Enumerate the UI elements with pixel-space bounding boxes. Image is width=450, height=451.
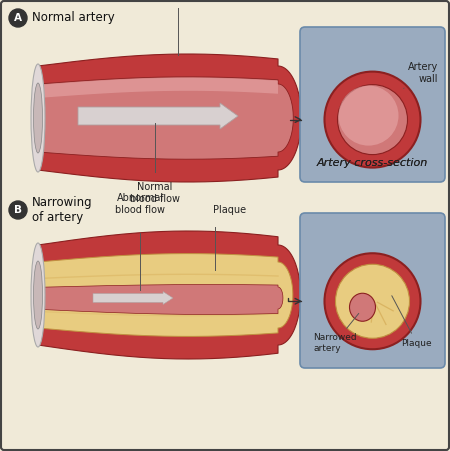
- Circle shape: [338, 85, 408, 155]
- Polygon shape: [38, 231, 301, 359]
- FancyBboxPatch shape: [300, 213, 445, 368]
- Circle shape: [336, 264, 410, 338]
- FancyArrow shape: [78, 103, 238, 129]
- Text: Plaque: Plaque: [392, 296, 432, 348]
- Polygon shape: [38, 77, 293, 159]
- Polygon shape: [38, 285, 283, 314]
- Ellipse shape: [31, 64, 45, 172]
- Circle shape: [9, 9, 27, 27]
- Text: Abnormal
blood flow: Abnormal blood flow: [115, 193, 165, 215]
- Text: B: B: [14, 205, 22, 215]
- Circle shape: [9, 201, 27, 219]
- Text: Plaque: Plaque: [213, 205, 247, 215]
- Circle shape: [324, 72, 420, 168]
- Circle shape: [338, 86, 399, 146]
- Text: Artery cross-section: Artery cross-section: [317, 158, 428, 168]
- FancyBboxPatch shape: [300, 27, 445, 182]
- Circle shape: [324, 253, 420, 349]
- Ellipse shape: [33, 83, 42, 153]
- Text: Artery
wall: Artery wall: [404, 62, 438, 88]
- Polygon shape: [38, 78, 278, 98]
- Ellipse shape: [350, 293, 375, 321]
- Text: Artery cross-section: Artery cross-section: [317, 158, 428, 168]
- Ellipse shape: [33, 261, 42, 329]
- Polygon shape: [38, 54, 302, 182]
- Text: A: A: [14, 13, 22, 23]
- Text: Narrowed
artery: Narrowed artery: [313, 313, 359, 353]
- Text: Narrowing
of artery: Narrowing of artery: [32, 196, 93, 224]
- Text: Normal
blood flow: Normal blood flow: [130, 182, 180, 203]
- FancyArrow shape: [93, 291, 173, 304]
- Text: Normal artery: Normal artery: [32, 11, 115, 24]
- Polygon shape: [38, 253, 293, 336]
- Ellipse shape: [31, 243, 45, 347]
